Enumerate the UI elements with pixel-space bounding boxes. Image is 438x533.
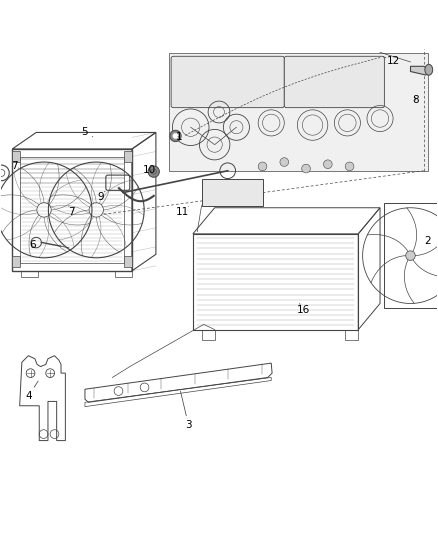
Circle shape xyxy=(148,166,159,177)
Text: 6: 6 xyxy=(29,240,42,250)
Circle shape xyxy=(173,133,178,139)
Text: 16: 16 xyxy=(297,303,311,315)
Text: 3: 3 xyxy=(180,391,192,430)
Text: 8: 8 xyxy=(413,95,419,105)
Circle shape xyxy=(258,162,267,171)
Text: 7: 7 xyxy=(68,206,74,217)
FancyBboxPatch shape xyxy=(12,151,20,162)
FancyBboxPatch shape xyxy=(169,53,428,171)
FancyBboxPatch shape xyxy=(201,180,262,206)
Circle shape xyxy=(170,130,181,142)
Text: 11: 11 xyxy=(175,206,189,217)
Circle shape xyxy=(406,251,415,261)
Circle shape xyxy=(323,160,332,168)
FancyBboxPatch shape xyxy=(124,151,132,162)
Circle shape xyxy=(345,162,354,171)
Text: 4: 4 xyxy=(25,381,38,401)
Text: 12: 12 xyxy=(384,56,400,66)
Ellipse shape xyxy=(425,64,433,75)
FancyBboxPatch shape xyxy=(284,56,385,108)
Text: 10: 10 xyxy=(143,165,156,175)
Text: 2: 2 xyxy=(424,236,431,246)
Circle shape xyxy=(280,158,289,166)
Text: 9: 9 xyxy=(97,191,105,202)
Polygon shape xyxy=(410,66,430,75)
FancyBboxPatch shape xyxy=(171,56,284,108)
Circle shape xyxy=(302,164,311,173)
Text: 5: 5 xyxy=(81,126,93,137)
FancyBboxPatch shape xyxy=(12,256,20,266)
FancyBboxPatch shape xyxy=(124,256,132,266)
Text: 7: 7 xyxy=(11,161,19,172)
Text: 1: 1 xyxy=(176,132,182,142)
